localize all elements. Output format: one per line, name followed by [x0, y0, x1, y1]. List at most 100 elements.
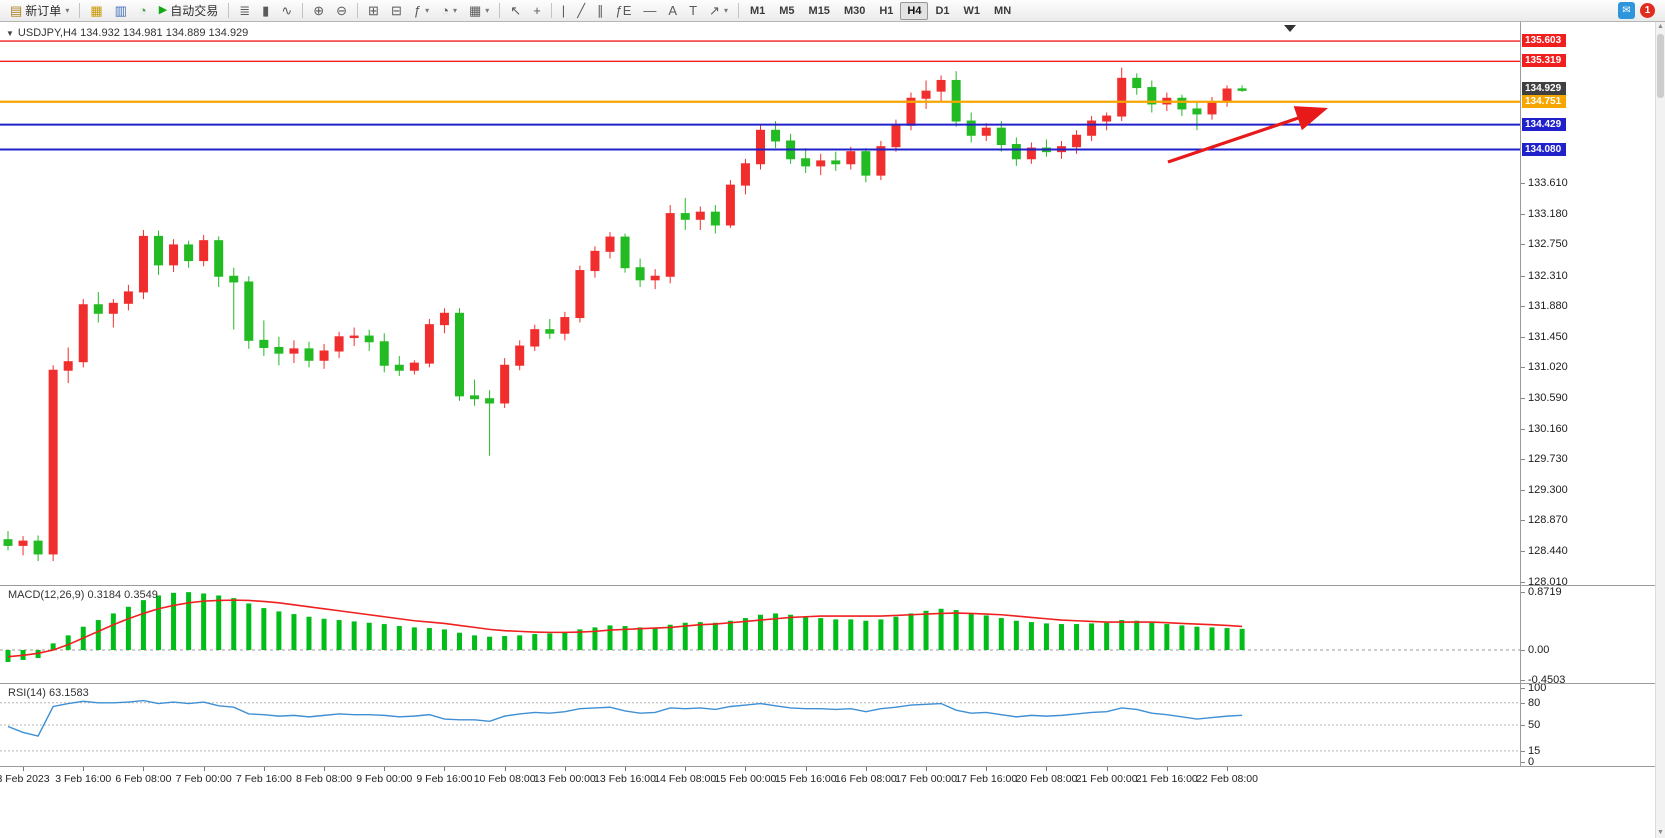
- templates-button[interactable]: ▦ ▾: [463, 1, 495, 21]
- tile-windows-button[interactable]: ⊞: [362, 1, 385, 21]
- macd-histogram-bar: [1013, 620, 1019, 650]
- timeframe-w1-button[interactable]: W1: [963, 4, 981, 17]
- macd-histogram-bar: [276, 611, 282, 650]
- price-axis-label: 129.300: [1528, 483, 1568, 496]
- rsi-line: [7, 699, 1243, 737]
- rsi-panel[interactable]: [0, 684, 1520, 766]
- scroll-up-icon[interactable]: ▲: [1657, 23, 1664, 30]
- candle: [334, 331, 344, 359]
- timeframe-m5-button[interactable]: M5: [779, 4, 795, 17]
- line-chart-button[interactable]: ∿: [275, 1, 298, 21]
- zoom-in-button[interactable]: ⊕: [307, 1, 330, 21]
- timeframe-m1-button[interactable]: M1: [749, 4, 766, 17]
- candle: [33, 535, 43, 562]
- candle: [78, 299, 88, 368]
- timeframe-d1-button[interactable]: D1: [935, 4, 950, 17]
- timeframe-h1-button[interactable]: H1: [879, 4, 894, 17]
- arrows-button[interactable]: ↗ ▾: [703, 1, 734, 21]
- time-axis-tick: [564, 767, 566, 771]
- level-price-tag: 134.080: [1522, 142, 1566, 156]
- crosshair-button[interactable]: +: [527, 1, 547, 21]
- community-button[interactable]: ✉: [1618, 2, 1635, 19]
- indicators-button[interactable]: ƒ ▾: [408, 1, 435, 21]
- periods-button[interactable]: ◔ ▾: [435, 1, 463, 21]
- zoom-out-button[interactable]: ⊖: [330, 1, 353, 21]
- macd-histogram-bar: [1224, 628, 1230, 650]
- main-price-panel[interactable]: [0, 22, 1520, 585]
- macd-histogram-bar: [95, 620, 101, 650]
- candle: [650, 269, 660, 290]
- text-button[interactable]: A: [662, 1, 683, 21]
- macd-histogram-bar: [1089, 623, 1095, 650]
- candle: [93, 291, 103, 323]
- candle: [590, 246, 600, 278]
- price-axis[interactable]: 133.610 133.180 132.750 132.310 131.880 131.4…: [1520, 22, 1655, 788]
- vertical-line-button[interactable]: |: [556, 1, 571, 21]
- candle: [455, 308, 464, 401]
- scroll-down-icon[interactable]: ▼: [1657, 829, 1664, 836]
- candle: [274, 336, 284, 366]
- scrollbar-thumb[interactable]: [1657, 34, 1664, 98]
- macd-histogram-bar: [878, 619, 884, 650]
- time-axis-label: 16 Feb 08:00: [834, 773, 897, 785]
- cascade-windows-button[interactable]: ⊟: [385, 1, 408, 21]
- macd-histogram-bar: [803, 616, 809, 650]
- macd-panel[interactable]: [0, 586, 1520, 683]
- chevron-down-icon: ▾: [485, 6, 490, 15]
- bar-chart-button[interactable]: ≣: [233, 1, 256, 21]
- fibonacci-button[interactable]: ƒE: [610, 1, 638, 21]
- refresh-button[interactable]: ◔: [133, 1, 153, 21]
- candle: [680, 197, 690, 230]
- macd-histogram-bar: [381, 624, 387, 650]
- timeframe-m15-button[interactable]: M15: [808, 4, 830, 17]
- notification-badge[interactable]: 1: [1640, 3, 1655, 18]
- time-axis-tick: [926, 767, 928, 771]
- macd-histogram-bar: [607, 625, 613, 650]
- new-order-button[interactable]: ▤ 新订单 ▾: [4, 1, 75, 21]
- new-chart-button[interactable]: ▦: [84, 1, 108, 21]
- candle: [500, 358, 510, 408]
- trendline-button[interactable]: ╱: [571, 1, 591, 21]
- panel-separator[interactable]: [0, 585, 1655, 586]
- trend-arrow-annotation[interactable]: [1167, 106, 1329, 164]
- candle: [605, 232, 615, 259]
- candle: [981, 123, 991, 141]
- macd-histogram-bar: [682, 622, 688, 650]
- candle: [289, 340, 299, 364]
- equidistant-channel-icon: ∥: [597, 3, 604, 18]
- chart-shift-marker-icon[interactable]: [1284, 25, 1296, 32]
- horizontal-line-button[interactable]: ―: [637, 1, 662, 21]
- profiles-button[interactable]: ▥: [109, 1, 133, 21]
- chevron-down-icon: ▾: [452, 6, 457, 15]
- one-click-trading-toggle[interactable]: ▼: [6, 29, 14, 38]
- profiles-icon: ▥: [114, 3, 127, 18]
- candlestick-chart-button[interactable]: ▮: [256, 1, 275, 21]
- macd-histogram-bar: [1028, 622, 1034, 650]
- timeframe-h4-button[interactable]: H4: [900, 1, 929, 20]
- timeframe-mn-button[interactable]: MN: [994, 4, 1012, 17]
- price-axis-label: 130.590: [1528, 392, 1568, 404]
- label-icon: T: [689, 3, 698, 18]
- equidistant-channel-button[interactable]: ∥: [591, 1, 610, 21]
- symbol-header: ▼ USDJPY,H4 134.932 134.981 134.889 134.9…: [6, 27, 248, 39]
- panel-separator[interactable]: [0, 683, 1655, 684]
- candle: [545, 318, 555, 339]
- macd-histogram-bar: [652, 628, 658, 650]
- time-axis-tick: [745, 767, 747, 771]
- new-chart-icon: ▦: [90, 3, 103, 18]
- auto-trading-button[interactable]: ▶ 自动交易: [153, 1, 224, 21]
- window-scrollbar[interactable]: ▲ ▼: [1655, 22, 1665, 838]
- macd-histogram-bar: [246, 603, 252, 650]
- axis-tick: [1521, 489, 1525, 491]
- time-axis-tick: [263, 767, 265, 771]
- rsi-axis-label: 0: [1528, 756, 1535, 768]
- timeframe-m30-button[interactable]: M30: [843, 4, 866, 17]
- level-price-tag: 135.319: [1522, 54, 1566, 68]
- candle: [710, 205, 720, 234]
- label-button[interactable]: T: [683, 1, 703, 21]
- arrows-icon: ↗: [709, 3, 720, 18]
- candle: [695, 206, 705, 230]
- macd-histogram-bar: [727, 620, 733, 650]
- cursor-button[interactable]: ↖: [504, 1, 527, 21]
- time-axis[interactable]: 3 Feb 2023 3 Feb 16:00 6 Feb 08:00 7 Feb 00…: [0, 767, 1655, 791]
